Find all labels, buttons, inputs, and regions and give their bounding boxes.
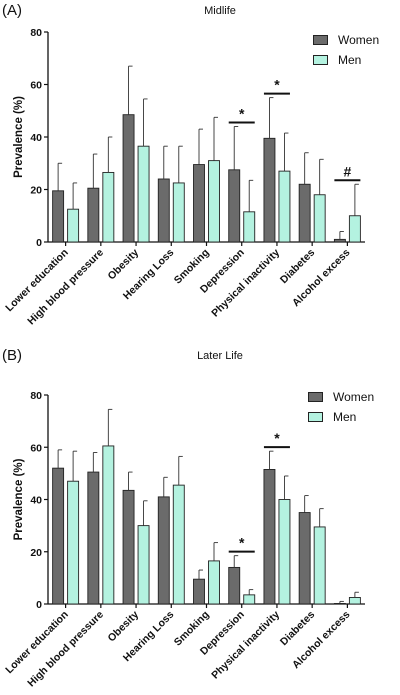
legend-label-men: Men [338,53,362,67]
bar-women [228,566,241,605]
panel-label: (B) [2,347,22,364]
legend-item-women: Women [313,30,379,50]
y-tick-label: 20 [30,547,42,559]
legend-swatch-men [313,55,328,65]
legend-label-women: Women [338,33,380,47]
bar-women [228,169,241,243]
bar-women [122,114,135,243]
bar-men [278,499,291,605]
y-tick-label: 40 [30,132,42,144]
legend: Women Men [313,30,379,70]
y-tick-label: 80 [30,27,42,39]
y-tick-label: 80 [30,390,42,402]
y-tick-label: 60 [30,80,42,92]
bar-men [172,182,185,243]
bar-men [208,560,220,605]
bar-men [208,160,220,243]
bar-men [278,170,291,243]
bar-women [263,469,276,605]
bar-men [67,208,80,243]
x-tick-label: Obesity [105,247,141,283]
bar-women [333,238,346,243]
y-tick-label: 60 [30,442,42,454]
bar-women [298,183,311,243]
x-tick-label: Lower education [3,247,70,314]
legend-item-men: Men [313,50,379,70]
bar-women [52,467,65,605]
bar-men [102,445,115,605]
panel-a: (A) Midlife 0 20 40 60 80 Prevalence (%) Lower… [0,0,400,345]
x-tick-label: Physical inactivity [209,247,282,320]
legend-label-men: Men [333,410,357,424]
legend-swatch-women [308,392,323,402]
significance-marker: # [343,163,351,179]
legend-item-men: Men [308,407,374,427]
legend: Women Men [308,387,374,427]
bar-women [122,489,135,605]
y-tick-label: 0 [36,599,42,611]
x-tick-label: Lower education [3,609,70,676]
bar-men [67,480,80,605]
bar-men [102,171,115,243]
bar-men [348,215,361,243]
panel-b: (B) Later Life 0 20 40 60 80 Prevalence (%) Lo… [0,345,400,695]
bar-women [157,178,170,243]
y-axis-label: Prevalence (%) [13,96,25,178]
bar-women [87,187,100,243]
bar-women [87,471,100,605]
bar-women [157,496,170,605]
bar-women [193,164,205,243]
bar-men [313,526,326,605]
bar-women [193,578,205,605]
bar-women [52,190,65,243]
x-tick-label: Obesity [105,609,141,645]
y-tick-label: 40 [30,495,42,507]
x-tick-label: Physical inactivity [209,609,282,682]
bar-men [137,145,150,243]
significance-marker: * [239,106,245,122]
legend-swatch-women [313,35,328,45]
y-axis-label: Prevalence (%) [13,458,25,540]
y-tick-label: 0 [36,237,42,249]
bar-women [333,603,346,605]
bar-men [243,211,256,243]
chart-title: Later Life [197,350,243,362]
legend-item-women: Women [308,387,374,407]
bar-men [313,194,326,243]
legend-label-women: Women [333,390,375,404]
bar-men [172,484,185,605]
significance-marker: * [274,430,280,446]
legend-swatch-men [308,412,323,422]
y-tick-label: 20 [30,185,42,197]
significance-marker: * [274,77,280,93]
bar-women [298,512,311,605]
panel-label: (A) [2,2,22,19]
bar-men [243,594,256,605]
bar-men [348,597,361,605]
bar-women [263,137,276,243]
chart-title: Midlife [204,5,236,17]
bar-men [137,525,150,605]
significance-marker: * [239,535,245,551]
